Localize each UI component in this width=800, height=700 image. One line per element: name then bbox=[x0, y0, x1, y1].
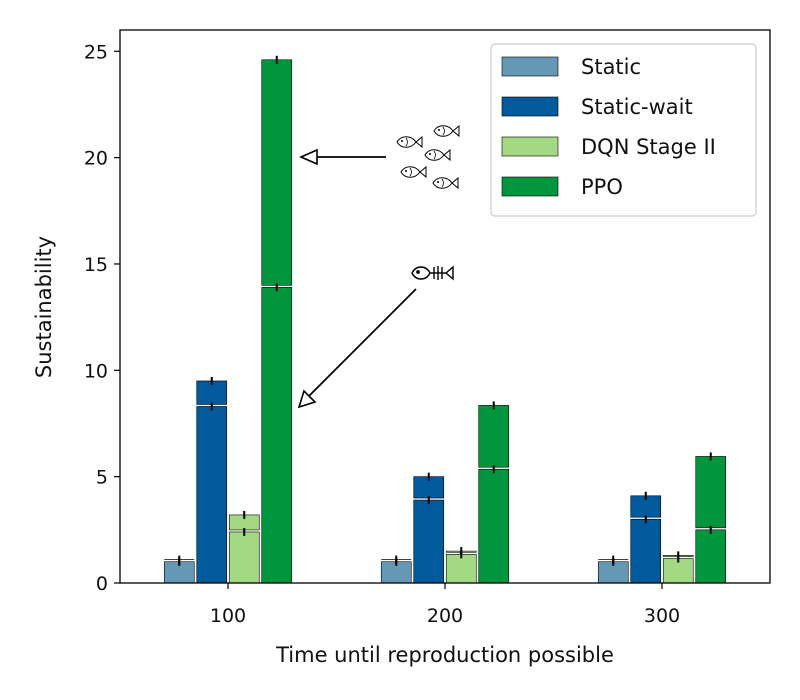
legend: Static Static-wait DQN Stage II PPO bbox=[491, 44, 756, 216]
arrow-to-ppo-lower bbox=[299, 289, 416, 407]
bar-ppo-200-upper bbox=[479, 405, 509, 467]
legend-swatch-static bbox=[502, 57, 558, 76]
bar-ppo-300-lower bbox=[696, 530, 726, 583]
bar-ppo-100-lower bbox=[262, 287, 292, 583]
bar-dqn-stage-ii-200-lower bbox=[446, 554, 476, 583]
fish-skeleton-icon bbox=[412, 266, 453, 280]
x-axis: 100 200 300 bbox=[210, 583, 680, 627]
y-tick-label-25: 25 bbox=[84, 41, 108, 63]
bar-dqn-stage-ii-100-lower bbox=[229, 532, 259, 583]
fish-school-icon bbox=[397, 126, 459, 189]
legend-label-static: Static bbox=[581, 55, 641, 79]
bar-ppo-100-upper bbox=[262, 60, 292, 286]
x-tick-label-200: 200 bbox=[427, 605, 463, 627]
y-tick-label-0: 0 bbox=[96, 573, 108, 595]
bar-static-wait-200-lower bbox=[414, 500, 444, 583]
arrow-to-ppo-upper bbox=[301, 150, 386, 164]
legend-swatch-dqn-stage-ii bbox=[502, 137, 558, 156]
y-tick-label-5: 5 bbox=[96, 467, 108, 489]
legend-label-ppo: PPO bbox=[581, 175, 623, 199]
y-tick-label-15: 15 bbox=[84, 254, 108, 276]
legend-swatch-static-wait bbox=[502, 97, 558, 116]
y-axis: 0 5 10 15 20 25 bbox=[84, 41, 120, 595]
x-tick-label-100: 100 bbox=[210, 605, 246, 627]
bar-ppo-200-lower bbox=[479, 469, 509, 583]
legend-swatch-ppo bbox=[502, 177, 558, 196]
x-tick-label-300: 300 bbox=[644, 605, 680, 627]
bar-ppo-300-upper bbox=[696, 456, 726, 527]
bar-static-wait-300-lower bbox=[631, 519, 661, 583]
y-tick-label-10: 10 bbox=[84, 360, 108, 382]
y-axis-label: Sustainability bbox=[32, 236, 56, 378]
legend-label-static-wait: Static-wait bbox=[581, 95, 693, 119]
y-tick-label-20: 20 bbox=[84, 148, 108, 170]
x-axis-label: Time until reproduction possible bbox=[275, 643, 614, 667]
legend-label-dqn-stage-ii: DQN Stage II bbox=[581, 135, 716, 159]
bar-static-wait-100-lower bbox=[197, 406, 227, 583]
